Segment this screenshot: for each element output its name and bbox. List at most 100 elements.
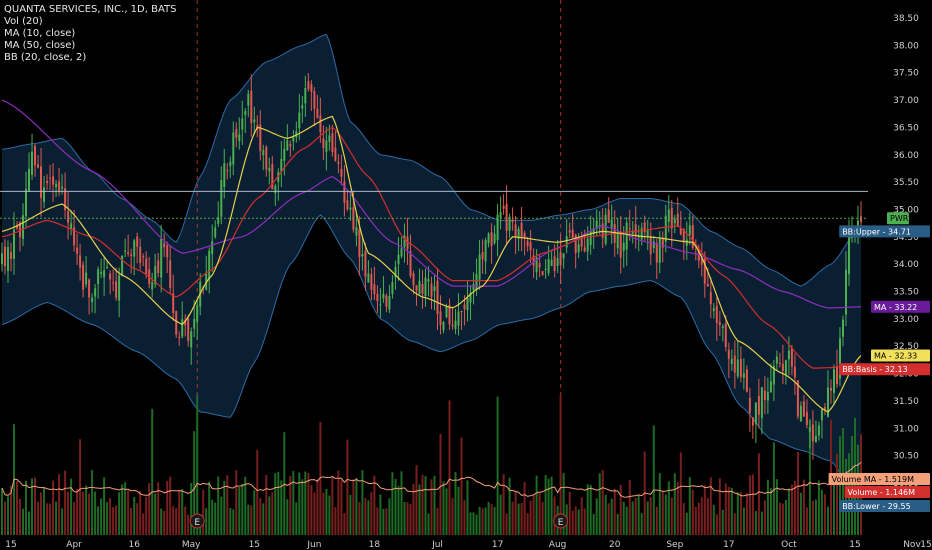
candle-body <box>7 247 9 271</box>
candle-body <box>85 272 88 285</box>
candle-body <box>481 252 484 260</box>
candle-body <box>514 224 517 237</box>
legend-ma50[interactable]: MA (50, close) <box>4 40 76 51</box>
volume-bar <box>778 502 781 535</box>
candle-body <box>346 200 349 209</box>
candle-body <box>625 222 628 250</box>
indicator-lines <box>1 99 862 413</box>
earnings-marker <box>553 513 569 529</box>
volume-bar <box>172 506 175 535</box>
candle-body <box>796 380 799 417</box>
volume-bar <box>430 479 433 535</box>
volume-bar <box>340 480 343 535</box>
volume-bar <box>817 480 820 535</box>
candle-body <box>37 164 39 168</box>
volume-bar <box>487 501 490 535</box>
volume-bar <box>745 493 748 535</box>
volume-bar <box>319 422 322 535</box>
candle-body <box>736 359 739 377</box>
volume-bar <box>91 470 94 535</box>
candle-body <box>250 90 253 124</box>
volume-bar <box>181 489 184 535</box>
candle-body <box>277 172 280 182</box>
candle-body <box>860 216 862 223</box>
candle-body <box>559 252 562 266</box>
volume-bar <box>343 513 346 535</box>
volume-bar <box>82 491 85 535</box>
bb-upper-line <box>1 33 862 287</box>
volume-bar <box>631 501 634 535</box>
volume-bar <box>304 471 307 535</box>
time-tick-label: 15 <box>849 540 860 550</box>
volume-bar <box>532 494 535 535</box>
volume-bar <box>58 474 61 535</box>
candle-body <box>664 215 667 242</box>
candle-body <box>1 253 3 265</box>
volume-bar <box>670 497 673 535</box>
candle-body <box>478 254 481 280</box>
time-axis[interactable]: 15 Apr 16 May 15 Jun 18 Jul 17 Aug 20 Sep 17 Oct 15 Nov… <box>0 536 932 550</box>
candle-body <box>133 240 136 257</box>
candle-body <box>466 297 469 311</box>
volume-bar <box>577 509 580 535</box>
legend-volume[interactable]: Vol (20) <box>4 16 43 27</box>
volume-bar <box>205 508 208 535</box>
candle-body <box>436 280 439 314</box>
candle-body <box>19 222 21 238</box>
volume-bar <box>79 439 82 535</box>
candle-body <box>496 214 499 240</box>
volume-bar <box>133 497 136 535</box>
candle-body <box>79 255 82 268</box>
volume-bar <box>214 502 217 535</box>
volume-bar <box>484 507 487 535</box>
volume-bar <box>286 499 289 535</box>
volume-bar <box>235 470 238 535</box>
candle-body <box>574 234 577 253</box>
candle-body <box>421 284 424 294</box>
candle-body <box>845 269 847 315</box>
candle-body <box>28 168 30 192</box>
candle-body <box>817 425 820 436</box>
price-axis-bg <box>870 0 932 550</box>
volume-bar <box>607 503 610 535</box>
volume-bar <box>691 489 694 535</box>
candle-body <box>718 321 721 325</box>
legend-symbol[interactable]: QUANTA SERVICES, INC., 1D, BATS <box>4 4 177 15</box>
bollinger-bands <box>1 33 862 508</box>
volume-bar <box>553 496 556 535</box>
volume-bar <box>391 472 394 535</box>
volume-bar <box>718 478 721 535</box>
candle-body <box>733 355 736 373</box>
candle-body <box>220 180 223 217</box>
volume-bar <box>436 508 439 535</box>
volume-bar <box>19 498 21 535</box>
candle-body <box>271 164 274 190</box>
legend-ma10[interactable]: MA (10, close) <box>4 28 76 39</box>
volume-bar <box>334 507 337 535</box>
volume-bar <box>805 507 808 535</box>
price-label-badge <box>839 363 930 376</box>
volume-bar <box>694 507 697 535</box>
candle-body <box>790 347 793 367</box>
volume-bar <box>193 431 196 535</box>
volume-bar <box>730 487 733 535</box>
candle-body <box>91 297 94 303</box>
candle-body <box>628 228 631 230</box>
candle-body <box>541 271 544 276</box>
volume-bar <box>706 498 709 535</box>
volume-bar <box>244 476 247 535</box>
candle-body <box>691 225 694 248</box>
volume-bar <box>481 508 484 535</box>
volume-bar <box>151 408 154 535</box>
volume-bar <box>1 488 3 535</box>
legend-bb[interactable]: BB (20, close, 2) <box>4 52 87 63</box>
candle-body <box>454 320 457 329</box>
candle-body <box>649 236 652 255</box>
volume-bar <box>589 485 592 535</box>
candle-body <box>190 331 193 348</box>
candle-body <box>43 187 45 202</box>
price-axis[interactable]: 38.50 38.00 37.50 37.00 36.50 36.00 35.50 35.00… <box>870 0 932 550</box>
time-tick-label: Apr <box>66 540 82 550</box>
volume-bar <box>412 483 415 535</box>
